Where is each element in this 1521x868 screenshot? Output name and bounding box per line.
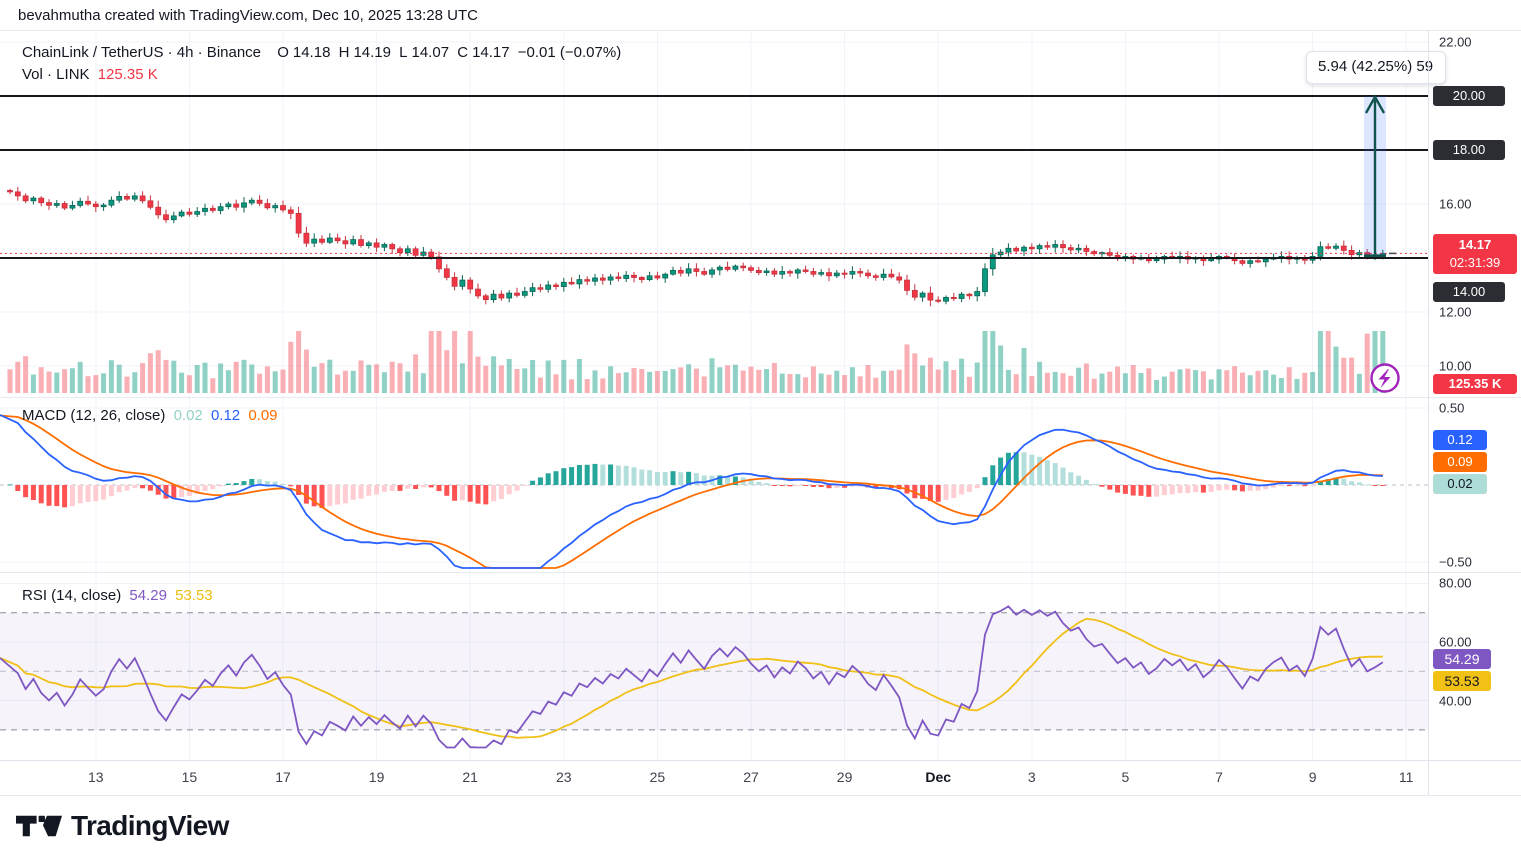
time-axis-label: Dec — [925, 769, 952, 785]
volume-badge: 125.35 K — [1433, 374, 1517, 394]
price-change: −0.01 (−0.07%) — [517, 44, 622, 61]
volume-legend[interactable]: Vol · LINK 125.35 K — [22, 66, 162, 83]
rsi-label: RSI (14, close) — [22, 587, 122, 604]
time-axis-label: 25 — [649, 769, 666, 785]
level-badge-20: 20.00 — [1433, 86, 1505, 106]
chart-canvas[interactable] — [0, 30, 1428, 795]
macd-axis-tick: 0.50 — [1439, 400, 1465, 416]
time-axis-label: 11 — [1398, 769, 1414, 785]
time-axis-label: 17 — [275, 769, 291, 785]
price-axis-tick: 16.00 — [1439, 196, 1472, 212]
pane-separator-macd[interactable] — [0, 397, 1521, 398]
macd-line-value: 0.12 — [210, 407, 241, 424]
tradingview-logo-icon — [16, 815, 62, 837]
time-axis-label: 9 — [1308, 769, 1317, 785]
level-badge-18: 18.00 — [1433, 140, 1505, 160]
price-axis-tick: 12.00 — [1439, 304, 1472, 320]
footer-logo[interactable]: TradingView — [16, 810, 229, 842]
macd-hist-badge: 0.02 — [1433, 474, 1487, 494]
chart-plot[interactable] — [0, 30, 1428, 795]
ohlc-open: O 14.18 — [277, 44, 331, 61]
macd-legend[interactable]: MACD (12, 26, close) 0.02 0.12 0.09 — [22, 407, 282, 424]
time-axis-label: 27 — [743, 769, 759, 785]
time-axis-border — [0, 760, 1521, 761]
measure-tooltip: 5.94 (42.25%) 59 — [1306, 51, 1446, 84]
rsi-legend[interactable]: RSI (14, close) 54.29 53.53 — [22, 587, 217, 604]
time-axis[interactable]: 13 15 17 19 21 23 25 27 29 Dec 3 5 7 9 11 — [0, 760, 1428, 796]
time-axis-label: 5 — [1121, 769, 1130, 785]
footer-brand-text: TradingView — [71, 810, 229, 841]
time-axis-label: 3 — [1027, 769, 1036, 785]
volume-label: Vol · LINK — [22, 66, 90, 83]
macd-value-badge: 0.12 — [1433, 430, 1487, 450]
macd-axis-tick: −0.50 — [1439, 554, 1472, 570]
time-axis-label: 13 — [88, 769, 104, 785]
header-divider — [0, 30, 1521, 31]
time-axis-label: 29 — [836, 769, 853, 785]
rsi-axis-tick: 40.00 — [1439, 693, 1472, 709]
price-axis-tick: 22.00 — [1439, 34, 1472, 50]
symbol-title: ChainLink / TetherUS · 4h · Binance — [22, 44, 262, 61]
rsi-ma-value: 53.53 — [175, 587, 213, 604]
macd-signal-badge: 0.09 — [1433, 452, 1487, 472]
symbol-legend[interactable]: ChainLink / TetherUS · 4h · Binance O 14.… — [22, 44, 625, 61]
pane-separator-rsi[interactable] — [0, 572, 1521, 573]
rsi-value: 54.29 — [129, 587, 167, 604]
rsi-axis-tick: 60.00 — [1439, 634, 1472, 650]
price-axis[interactable]: 22.00 16.00 12.00 10.00 0.50 −0.50 80.00 60.00 4… — [1429, 30, 1521, 795]
ohlc-close: C 14.17 — [457, 44, 510, 61]
price-axis-border — [1428, 30, 1429, 795]
chart-bottom-border — [0, 795, 1521, 796]
time-axis-label: 21 — [462, 769, 478, 785]
level-badge-14: 14.00 — [1433, 282, 1505, 302]
attribution-text: bevahmutha created with TradingView.com,… — [18, 7, 478, 24]
macd-signal-value: 0.09 — [248, 407, 278, 424]
time-axis-label: 7 — [1215, 769, 1223, 785]
macd-hist-value: 0.02 — [173, 407, 203, 424]
time-axis-label: 19 — [368, 769, 385, 785]
ohlc-low: L 14.07 — [399, 44, 450, 61]
rsi-axis-tick: 80.00 — [1439, 575, 1472, 591]
price-axis-tick: 10.00 — [1439, 358, 1472, 374]
time-axis-label: 23 — [556, 769, 572, 785]
ohlc-high: H 14.19 — [338, 44, 391, 61]
last-price-badge: 14.17 02:31:39 — [1433, 234, 1517, 274]
macd-label: MACD (12, 26, close) — [22, 407, 166, 424]
lightning-icon — [1378, 369, 1391, 388]
volume-value: 125.35 K — [97, 66, 158, 83]
time-axis-label: 15 — [181, 769, 198, 785]
rsi-ma-badge: 53.53 — [1433, 671, 1491, 691]
rsi-value-badge: 54.29 — [1433, 649, 1491, 669]
